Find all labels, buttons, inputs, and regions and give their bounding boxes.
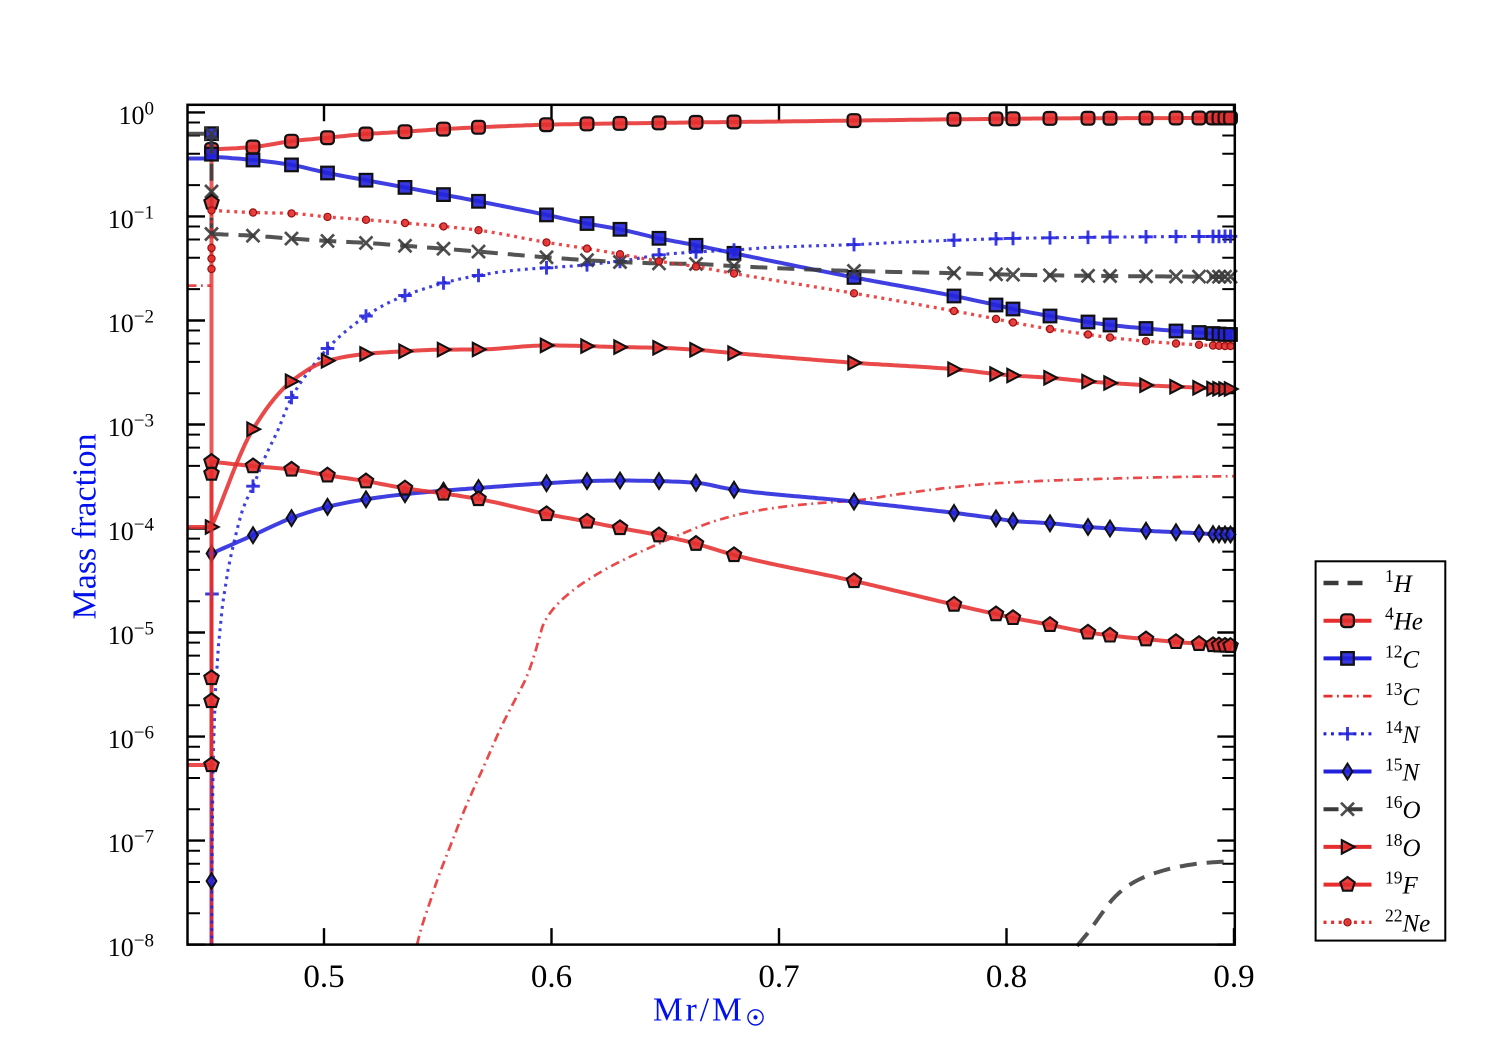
svg-text:1H: 1H <box>1385 566 1414 598</box>
svg-text:19F: 19F <box>1385 868 1419 900</box>
svg-text:0.6: 0.6 <box>531 959 572 995</box>
svg-text:18O: 18O <box>1385 830 1421 862</box>
svg-text:22Ne: 22Ne <box>1385 905 1430 937</box>
svg-text:14N: 14N <box>1385 717 1421 749</box>
svg-text:4He: 4He <box>1385 604 1423 636</box>
svg-text:0.7: 0.7 <box>758 959 799 995</box>
svg-text:0.9: 0.9 <box>1213 959 1254 995</box>
svg-text:Mr/M: Mr/M <box>653 991 745 1028</box>
svg-text:16O: 16O <box>1385 792 1421 824</box>
svg-text:0.5: 0.5 <box>303 959 344 995</box>
svg-text:Mass fraction: Mass fraction <box>67 433 104 619</box>
svg-text:0.8: 0.8 <box>986 959 1027 995</box>
svg-text:10−4: 10−4 <box>108 515 155 547</box>
svg-text:12C: 12C <box>1385 641 1420 673</box>
svg-text:13C: 13C <box>1385 679 1420 711</box>
svg-text:15N: 15N <box>1385 755 1421 787</box>
